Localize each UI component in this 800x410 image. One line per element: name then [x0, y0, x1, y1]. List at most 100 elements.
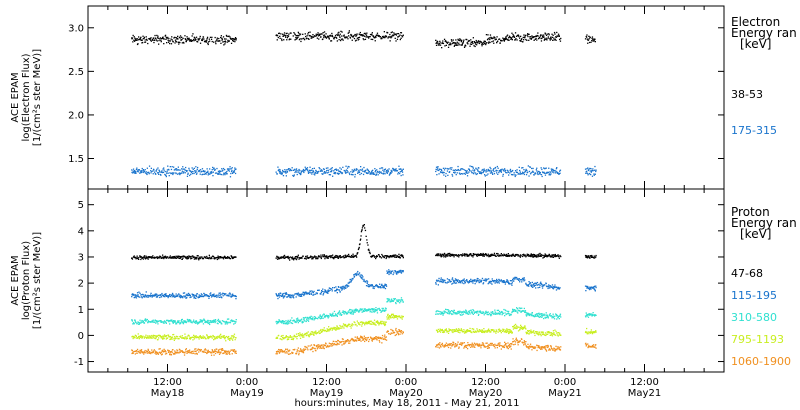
data-point: [587, 314, 589, 316]
data-point: [196, 256, 198, 259]
data-point: [199, 169, 202, 171]
data-point: [347, 38, 349, 40]
data-point: [354, 176, 356, 178]
data-point: [486, 174, 488, 176]
data-point: [523, 173, 525, 176]
data-point: [492, 254, 494, 256]
data-point: [438, 279, 440, 282]
data-point: [139, 292, 141, 294]
data-point: [521, 307, 523, 309]
data-point: [540, 253, 542, 256]
data-point: [466, 172, 468, 174]
data-point: [320, 315, 322, 318]
data-point: [319, 332, 321, 334]
data-point: [435, 282, 437, 284]
data-point: [232, 257, 234, 260]
data-point: [594, 289, 596, 291]
data-point: [381, 310, 383, 312]
data-point: [299, 173, 302, 176]
data-point: [381, 253, 383, 256]
data-point: [140, 172, 142, 174]
data-point: [217, 257, 219, 259]
data-point: [387, 170, 389, 172]
data-point: [299, 169, 301, 172]
data-point: [338, 35, 341, 37]
data-point: [315, 170, 317, 172]
data-point: [334, 34, 337, 37]
data-point: [345, 284, 348, 286]
data-point: [395, 315, 397, 317]
data-point: [182, 255, 185, 257]
data-point: [178, 320, 180, 322]
data-point: [490, 36, 492, 38]
data-point: [511, 39, 513, 41]
data-point: [278, 321, 280, 324]
data-point: [588, 256, 591, 258]
data-point: [504, 170, 506, 172]
data-point: [174, 336, 176, 338]
data-point: [341, 314, 343, 316]
data-point: [464, 255, 466, 257]
data-point: [224, 336, 226, 338]
data-point: [158, 173, 160, 175]
data-point: [545, 282, 547, 285]
data-point: [366, 323, 368, 325]
data-point: [517, 255, 519, 257]
data-point: [291, 338, 293, 340]
data-point: [595, 314, 597, 316]
data-point: [173, 255, 175, 258]
data-point: [472, 282, 474, 284]
data-point: [399, 38, 401, 41]
data-point: [471, 279, 473, 281]
data-point: [206, 172, 208, 174]
data-point: [164, 35, 166, 37]
data-point: [309, 166, 311, 168]
data-point: [560, 37, 562, 40]
data-point: [365, 322, 367, 325]
data-point: [496, 309, 498, 312]
data-point: [371, 170, 373, 172]
data-point: [544, 174, 547, 176]
data-point: [468, 255, 470, 257]
data-point: [367, 309, 369, 311]
data-point: [178, 43, 180, 45]
data-point: [189, 321, 191, 323]
data-point: [482, 170, 485, 173]
data-point: [532, 170, 534, 172]
data-point: [389, 315, 391, 318]
data-point: [439, 40, 441, 42]
data-point: [328, 37, 330, 39]
data-point: [388, 256, 390, 259]
data-point: [177, 41, 179, 43]
data-point: [478, 42, 481, 45]
data-point: [214, 319, 217, 321]
data-point: [373, 319, 376, 321]
data-point: [383, 36, 385, 38]
data-point: [186, 318, 189, 321]
data-point: [459, 39, 462, 41]
data-point: [220, 337, 222, 339]
data-point: [301, 321, 303, 323]
data-point: [372, 173, 374, 175]
data-point: [322, 328, 324, 331]
data-point: [159, 38, 161, 40]
data-point: [156, 296, 159, 298]
data-point: [539, 286, 541, 288]
data-point: [289, 336, 291, 338]
data-point: [364, 32, 366, 34]
data-point: [377, 322, 380, 324]
data-point: [209, 336, 212, 338]
data-point: [478, 254, 480, 257]
data-point: [326, 330, 329, 332]
data-point: [465, 171, 468, 173]
data-point: [402, 255, 404, 257]
data-point: [313, 36, 315, 38]
data-point: [146, 256, 148, 258]
data-point: [393, 299, 396, 301]
data-point: [229, 258, 232, 260]
data-point: [483, 314, 485, 316]
data-point: [387, 255, 389, 257]
data-point: [168, 175, 170, 177]
data-point: [207, 295, 210, 298]
